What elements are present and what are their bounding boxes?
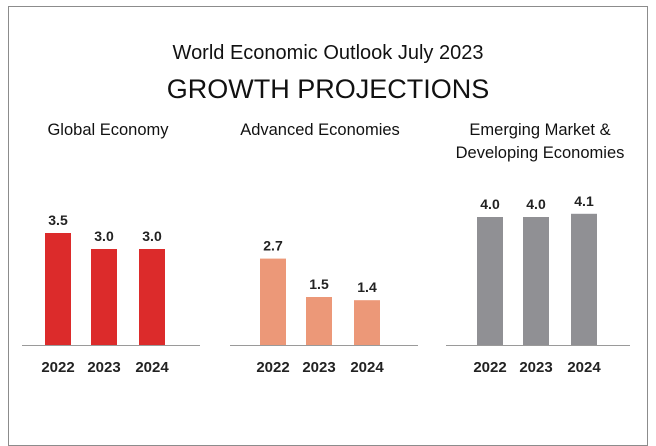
value-label-emerging-2023: 4.0 <box>526 196 546 212</box>
bar-emerging-2022 <box>477 217 503 345</box>
report-subtitle: GROWTH PROJECTIONS <box>166 74 490 104</box>
tick-label-global-2023: 2023 <box>87 359 120 376</box>
bar-global-2024 <box>139 249 165 345</box>
bar-advanced-2023 <box>306 297 332 345</box>
growth-bar-charts: 3.5 2022 3.0 2023 3.0 2024 2.7 2022 1.5 2023 1.4 20… <box>22 193 630 376</box>
value-label-global-2024: 3.0 <box>142 228 162 244</box>
value-label-emerging-2022: 4.0 <box>480 196 500 212</box>
tick-label-emerging-2024: 2024 <box>567 359 601 376</box>
tick-label-global-2024: 2024 <box>135 359 169 376</box>
bar-advanced-2024 <box>354 300 380 345</box>
report-title: World Economic Outlook July 2023 <box>172 42 484 64</box>
panel-title-global: Global Economy <box>47 121 169 139</box>
panel-title-emerging: Emerging Market & Developing Economies <box>432 119 648 165</box>
value-label-advanced-2023: 1.5 <box>309 276 329 292</box>
bar-global-2022 <box>45 233 71 345</box>
tick-label-emerging-2023: 2023 <box>519 359 552 376</box>
panel-title-emerging-line1: Emerging Market & <box>469 121 611 139</box>
bar-emerging-2023 <box>523 217 549 345</box>
bar-advanced-2022 <box>260 258 286 345</box>
tick-label-global-2022: 2022 <box>41 359 74 376</box>
panel-title-emerging-line2: Developing Economies <box>455 144 625 162</box>
tick-label-advanced-2022: 2022 <box>256 359 289 376</box>
value-label-advanced-2024: 1.4 <box>357 279 377 295</box>
bar-global-2023 <box>91 249 117 345</box>
tick-label-advanced-2024: 2024 <box>350 359 384 376</box>
tick-label-emerging-2022: 2022 <box>473 359 506 376</box>
value-label-advanced-2022: 2.7 <box>263 238 283 254</box>
bar-emerging-2024 <box>571 213 597 345</box>
value-label-emerging-2024: 4.1 <box>574 193 594 209</box>
value-label-global-2022: 3.5 <box>48 212 68 228</box>
tick-label-advanced-2023: 2023 <box>302 359 335 376</box>
panel-title-advanced: Advanced Economies <box>240 121 400 139</box>
value-label-global-2023: 3.0 <box>94 228 114 244</box>
